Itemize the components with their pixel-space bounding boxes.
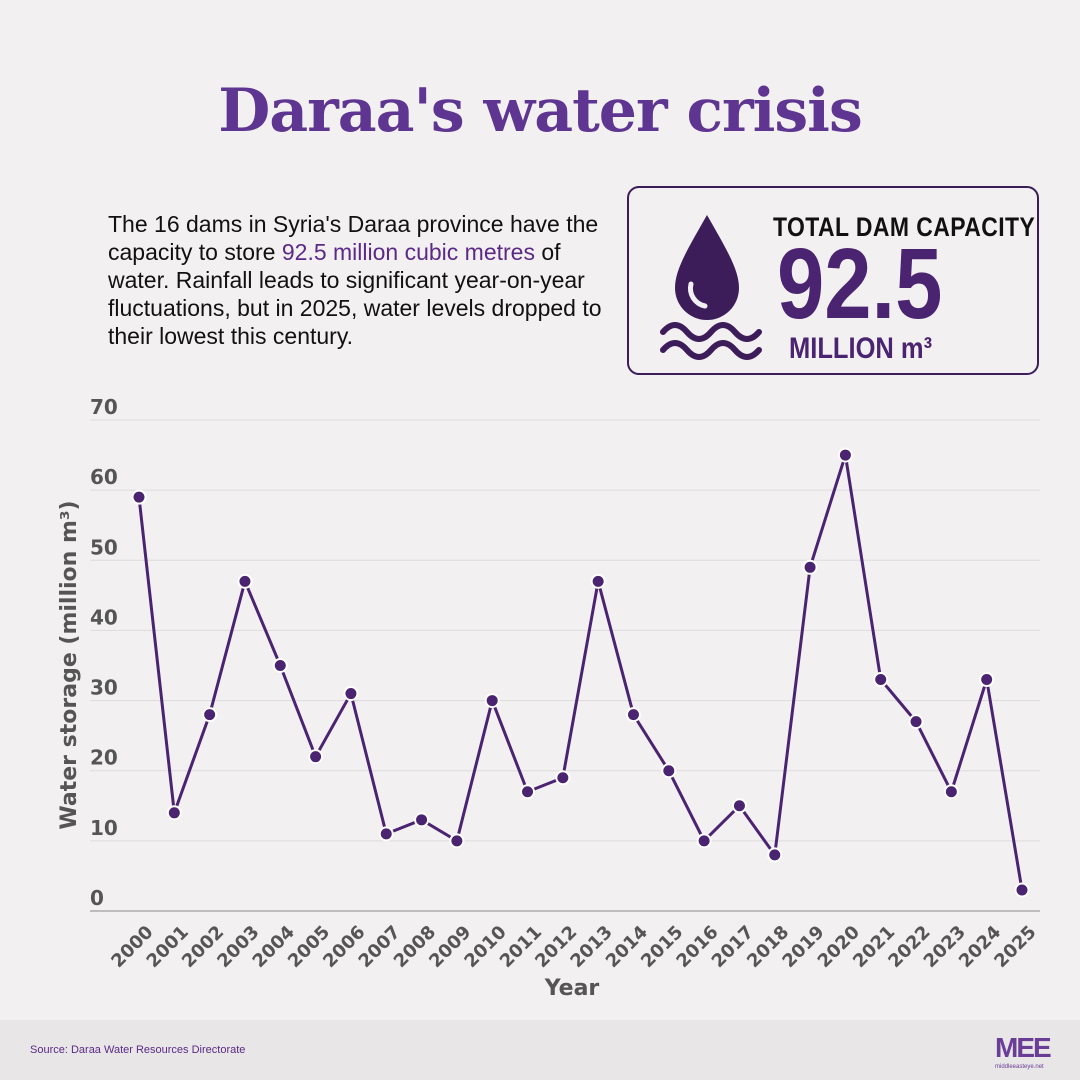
title: Daraa's water crisis <box>218 76 863 146</box>
data-point <box>979 672 995 688</box>
description-text: The 16 dams in Syria's Daraa province ha… <box>108 211 599 265</box>
y-tick-label: 10 <box>90 816 118 840</box>
y-tick-label: 0 <box>90 886 104 910</box>
data-point <box>520 784 536 800</box>
site: middleeasteye.net <box>995 1064 1044 1070</box>
callout-value: 92.5 <box>777 228 943 340</box>
y-tick-label: 70 <box>90 395 118 419</box>
data-point <box>731 798 747 814</box>
description-text: of water. Rainfall leads to significant … <box>108 239 602 349</box>
y-tick-label: 60 <box>90 465 118 489</box>
water-icon <box>660 215 762 360</box>
data-point <box>484 693 500 709</box>
data-point <box>308 749 324 765</box>
data-point <box>802 559 818 575</box>
callout-box: TOTAL DAM CAPACITY 92.5 MILLION m³ <box>627 186 1039 375</box>
data-point <box>555 770 571 786</box>
data-point <box>625 707 641 723</box>
data-point <box>378 826 394 842</box>
data-point <box>272 658 288 673</box>
data-line <box>137 453 1024 891</box>
y-tick-label: 30 <box>90 676 118 700</box>
y-tick-label: 40 <box>90 605 118 629</box>
y-axis-label: Water storage (million m³) <box>57 500 82 829</box>
x-axis-label: Year <box>544 976 600 1001</box>
data-point <box>908 714 924 730</box>
data-point <box>767 847 783 863</box>
y-tick-label: 50 <box>90 535 118 559</box>
data-point <box>237 573 253 589</box>
callout-label: TOTAL DAM CAPACITY <box>773 212 1036 242</box>
data-point <box>873 672 889 688</box>
callout-unit: MILLION m³ <box>789 332 933 365</box>
y-tick-label: 20 <box>90 746 118 770</box>
description-highlight: 92.5 million cubic metres <box>281 239 535 265</box>
data-point <box>696 833 712 849</box>
data-point <box>1014 882 1030 898</box>
description: The 16 dams in Syria's Daraa province ha… <box>108 210 618 350</box>
logo: MEE <box>995 1032 1052 1063</box>
data-point <box>343 686 359 702</box>
data-point <box>837 447 853 463</box>
data-point <box>166 805 182 821</box>
footer: Source: Daraa Water Resources Directorat… <box>0 1020 1080 1080</box>
data-point <box>590 573 606 589</box>
source: Source: Daraa Water Resources Directorat… <box>30 1044 246 1056</box>
chart: 0 10 20 30 40 50 60 70 Water storage (million m³… <box>57 395 1041 1001</box>
data-point <box>414 812 430 828</box>
data-point <box>661 763 677 779</box>
data-point <box>202 707 218 723</box>
data-point <box>131 489 147 505</box>
data-point <box>943 784 959 800</box>
data-point <box>449 833 465 849</box>
